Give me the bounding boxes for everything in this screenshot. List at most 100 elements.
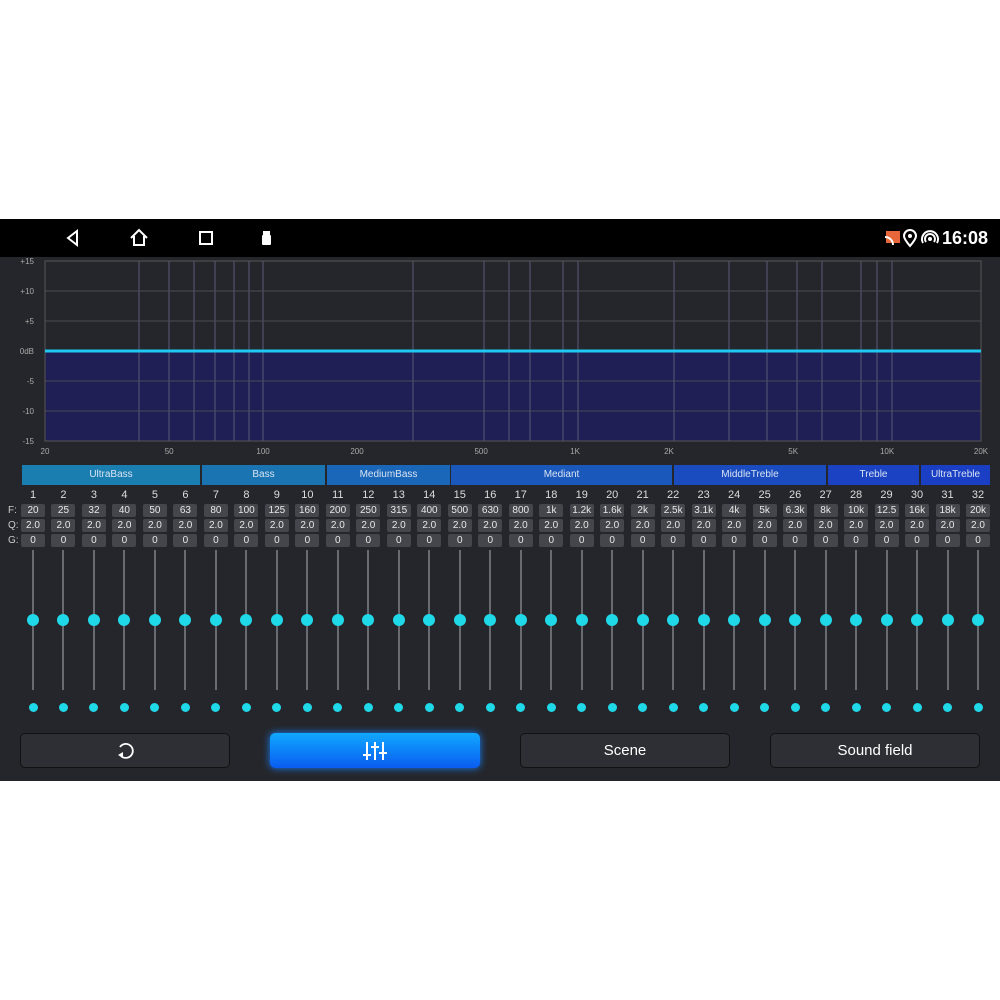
band-select-dot[interactable] (943, 703, 953, 712)
band-q[interactable]: 2.0 (935, 519, 960, 532)
band-frequency[interactable]: 25 (51, 504, 76, 517)
band-frequency[interactable]: 315 (386, 504, 411, 517)
band-frequency[interactable]: 18k (935, 504, 960, 517)
band-q[interactable]: 2.0 (203, 519, 228, 532)
band-select-dot[interactable] (912, 703, 922, 712)
gain-slider-knob[interactable] (789, 614, 802, 626)
band-group-treble[interactable]: Treble (828, 465, 919, 485)
gain-slider-knob[interactable] (270, 614, 283, 626)
band-frequency[interactable]: 160 (295, 504, 320, 517)
band-frequency[interactable]: 40 (112, 504, 137, 517)
band-select-dot[interactable] (699, 703, 709, 712)
gain-slider-knob[interactable] (880, 614, 893, 626)
band-frequency[interactable]: 80 (203, 504, 228, 517)
gain-slider-knob[interactable] (941, 614, 954, 626)
band-q[interactable]: 2.0 (325, 519, 350, 532)
band-select-dot[interactable] (485, 703, 495, 712)
gain-slider-knob[interactable] (392, 614, 405, 626)
band-q[interactable]: 2.0 (630, 519, 655, 532)
gain-slider-knob[interactable] (453, 614, 466, 626)
band-select-dot[interactable] (28, 703, 38, 712)
band-group-bass[interactable]: Bass (202, 465, 325, 485)
band-q[interactable]: 2.0 (417, 519, 442, 532)
band-gain[interactable]: 0 (112, 534, 137, 547)
gain-slider-knob[interactable] (148, 614, 161, 626)
band-group-ultratreble[interactable]: UltraTreble (921, 465, 990, 485)
band-group-ultrabass[interactable]: UltraBass (22, 465, 200, 485)
gain-slider-knob[interactable] (240, 614, 253, 626)
band-frequency[interactable]: 100 (234, 504, 259, 517)
band-frequency[interactable]: 63 (173, 504, 198, 517)
band-select-dot[interactable] (729, 703, 739, 712)
band-frequency[interactable]: 10k (844, 504, 869, 517)
band-q[interactable]: 2.0 (295, 519, 320, 532)
band-gain[interactable]: 0 (783, 534, 808, 547)
band-q[interactable]: 2.0 (21, 519, 45, 532)
band-select-dot[interactable] (150, 703, 160, 712)
band-select-dot[interactable] (882, 703, 892, 712)
band-select-dot[interactable] (516, 703, 526, 712)
band-q[interactable]: 2.0 (722, 519, 747, 532)
band-select-dot[interactable] (241, 703, 251, 712)
band-gain[interactable]: 0 (600, 534, 625, 547)
band-frequency[interactable]: 1.2k (569, 504, 594, 517)
band-gain[interactable]: 0 (722, 534, 747, 547)
band-gain[interactable]: 0 (295, 534, 320, 547)
band-gain[interactable]: 0 (325, 534, 350, 547)
band-frequency[interactable]: 12.5 (874, 504, 899, 517)
gain-slider-knob[interactable] (819, 614, 832, 626)
band-select-dot[interactable] (638, 703, 648, 712)
band-gain[interactable]: 0 (417, 534, 442, 547)
gain-slider-knob[interactable] (57, 614, 70, 626)
band-frequency[interactable]: 125 (264, 504, 289, 517)
band-frequency[interactable]: 400 (417, 504, 442, 517)
band-select-dot[interactable] (180, 703, 190, 712)
band-select-dot[interactable] (607, 703, 617, 712)
band-gain[interactable]: 0 (21, 534, 45, 547)
band-frequency[interactable]: 630 (478, 504, 503, 517)
band-gain[interactable]: 0 (264, 534, 289, 547)
home-icon[interactable] (128, 227, 150, 249)
band-gain[interactable]: 0 (661, 534, 686, 547)
band-select-dot[interactable] (973, 703, 983, 712)
band-select-dot[interactable] (424, 703, 434, 712)
recents-icon[interactable] (195, 227, 217, 249)
band-select-dot[interactable] (821, 703, 831, 712)
band-select-dot[interactable] (577, 703, 587, 712)
gain-slider-knob[interactable] (484, 614, 497, 626)
band-gain[interactable]: 0 (905, 534, 930, 547)
band-q[interactable]: 2.0 (600, 519, 625, 532)
gain-slider-knob[interactable] (301, 614, 314, 626)
band-gain[interactable]: 0 (478, 534, 503, 547)
band-q[interactable]: 2.0 (661, 519, 686, 532)
band-gain[interactable]: 0 (935, 534, 960, 547)
band-gain[interactable]: 0 (81, 534, 106, 547)
band-q[interactable]: 2.0 (447, 519, 472, 532)
gain-slider-knob[interactable] (972, 614, 984, 626)
gain-slider-knob[interactable] (423, 614, 436, 626)
scene-button[interactable]: Scene (520, 733, 730, 768)
gain-slider-knob[interactable] (331, 614, 344, 626)
sound-field-button[interactable]: Sound field (770, 733, 980, 768)
band-select-dot[interactable] (58, 703, 68, 712)
band-q[interactable]: 2.0 (539, 519, 564, 532)
band-gain[interactable]: 0 (447, 534, 472, 547)
band-frequency[interactable]: 8k (813, 504, 838, 517)
band-select-dot[interactable] (211, 703, 221, 712)
gain-slider-knob[interactable] (87, 614, 100, 626)
gain-slider-knob[interactable] (118, 614, 131, 626)
band-q[interactable]: 2.0 (691, 519, 716, 532)
band-frequency[interactable]: 20k (966, 504, 990, 517)
gain-slider-knob[interactable] (27, 614, 39, 626)
band-select-dot[interactable] (760, 703, 770, 712)
band-frequency[interactable]: 5k (752, 504, 777, 517)
band-select-dot[interactable] (455, 703, 465, 712)
band-q[interactable]: 2.0 (478, 519, 503, 532)
band-select-dot[interactable] (333, 703, 343, 712)
band-select-dot[interactable] (546, 703, 556, 712)
band-frequency[interactable]: 3.1k (691, 504, 716, 517)
band-q[interactable]: 2.0 (783, 519, 808, 532)
band-q[interactable]: 2.0 (173, 519, 198, 532)
band-group-mediumbass[interactable]: MediumBass (327, 465, 450, 485)
band-select-dot[interactable] (302, 703, 312, 712)
